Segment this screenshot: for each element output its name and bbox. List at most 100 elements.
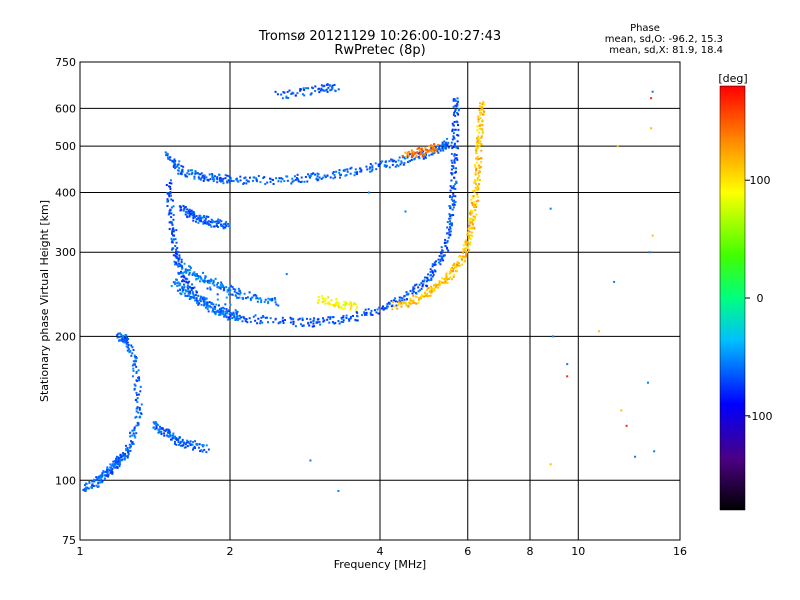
data-point: [211, 220, 214, 223]
data-point: [214, 277, 217, 280]
data-point: [193, 175, 196, 178]
data-point: [200, 172, 203, 175]
data-point: [441, 141, 444, 144]
data-point: [303, 94, 306, 97]
data-point: [164, 151, 167, 154]
data-point: [456, 158, 459, 161]
data-point: [480, 109, 483, 112]
data-point: [478, 137, 481, 140]
data-point: [283, 180, 286, 183]
data-point: [259, 322, 262, 325]
data-point: [440, 281, 443, 284]
data-point: [464, 250, 467, 253]
data-point: [205, 297, 208, 300]
data-point: [401, 297, 404, 300]
data-point: [345, 173, 348, 176]
data-point: [417, 156, 420, 159]
data-point: [433, 152, 436, 155]
data-point: [118, 463, 121, 466]
data-point: [187, 294, 190, 297]
data-point: [475, 213, 478, 216]
data-point: [479, 117, 482, 120]
data-point: [453, 160, 456, 163]
data-point: [242, 315, 245, 318]
data-point: [406, 154, 409, 157]
data-point: [202, 296, 205, 299]
data-point: [466, 246, 469, 249]
data-point: [198, 218, 201, 221]
data-point: [433, 261, 436, 264]
data-point: [360, 168, 363, 171]
data-point: [231, 286, 234, 289]
data-point: [438, 284, 441, 287]
data-point: [82, 488, 85, 491]
data-point: [348, 303, 351, 306]
data-point: [113, 462, 116, 465]
data-point: [209, 224, 212, 227]
data-point: [338, 322, 341, 325]
data-point: [480, 143, 483, 146]
data-point: [135, 365, 138, 368]
data-point: [419, 151, 422, 154]
data-point: [170, 221, 173, 224]
plot-frame: [79, 61, 681, 541]
data-point: [168, 429, 171, 432]
data-point: [207, 280, 210, 283]
data-point: [452, 136, 455, 139]
data-point: [439, 258, 442, 261]
data-point: [218, 173, 221, 176]
data-point: [185, 270, 188, 273]
data-point: [478, 183, 481, 186]
data-point: [473, 181, 476, 184]
data-point: [202, 174, 205, 177]
data-point: [450, 214, 453, 217]
data-point: [267, 297, 270, 300]
data-point: [458, 107, 461, 110]
data-point: [183, 276, 186, 279]
data-point: [261, 314, 264, 317]
data-point: [473, 226, 476, 229]
data-point: [452, 199, 455, 202]
data-point: [479, 102, 482, 105]
data-point: [135, 432, 138, 435]
data-point: [281, 97, 284, 100]
data-point: [475, 147, 478, 150]
data-point: [455, 154, 458, 157]
data-point: [457, 147, 460, 150]
data-point: [452, 167, 455, 170]
data-point: [96, 476, 99, 479]
data-point: [172, 165, 175, 168]
data-point: [214, 311, 217, 314]
data-point: [377, 163, 380, 166]
data-point: [197, 446, 200, 449]
data-point: [109, 463, 112, 466]
data-point: [429, 148, 432, 151]
data-point: [413, 157, 416, 160]
data-point: [174, 238, 177, 241]
data-point: [215, 303, 218, 306]
data-point: [393, 159, 396, 162]
data-point: [131, 443, 134, 446]
data-point: [435, 260, 438, 263]
data-point: [97, 478, 100, 481]
data-point: [466, 251, 469, 254]
data-point: [452, 270, 455, 273]
data-point: [450, 172, 453, 175]
data-point: [270, 178, 273, 181]
data-point: [117, 460, 120, 463]
data-point: [186, 216, 189, 219]
data-point: [452, 124, 455, 127]
data-point: [421, 285, 424, 288]
data-point: [347, 318, 350, 321]
data-point: [552, 335, 555, 338]
data-point: [408, 302, 411, 305]
data-point: [177, 163, 180, 166]
data-point: [474, 209, 477, 212]
data-point: [356, 319, 359, 322]
data-point: [235, 316, 238, 319]
data-point: [333, 303, 336, 306]
data-point: [465, 253, 468, 256]
data-point: [456, 104, 459, 107]
data-point: [104, 470, 107, 473]
data-point: [179, 172, 182, 175]
